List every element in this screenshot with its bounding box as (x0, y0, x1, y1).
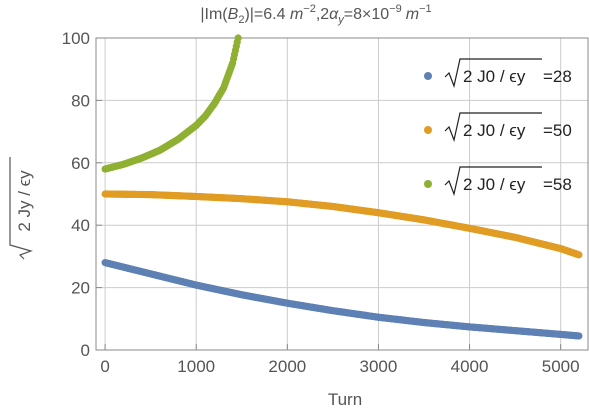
series-2 (101, 190, 583, 259)
y-tick-label: 80 (71, 91, 90, 110)
legend-value: =50 (543, 121, 572, 140)
x-tick-label: 2000 (268, 357, 306, 376)
series-3 (101, 34, 242, 173)
y-axis-sqrt-icon (9, 157, 33, 260)
legend-marker (424, 126, 432, 134)
legend-sqrt-icon (444, 58, 542, 89)
data-point (575, 332, 583, 340)
plot-frame (95, 37, 589, 351)
legend-value: =58 (543, 175, 572, 194)
data-point (575, 251, 583, 259)
legend-label: 2 J0 / ϵy (463, 67, 526, 86)
plot-series (101, 34, 583, 340)
y-axis-title-text: 2 Jy / ϵy (15, 170, 34, 232)
y-tick-label: 100 (62, 29, 90, 48)
series-1 (101, 259, 583, 340)
legend: 2 J0 / ϵy =28 2 J0 / ϵy =50 2 J0 / ϵy =58 (424, 58, 572, 197)
legend-sqrt-icon (444, 112, 542, 143)
legend-label: 2 J0 / ϵy (463, 121, 526, 140)
legend-marker (424, 72, 432, 80)
y-tick-label: 20 (71, 279, 90, 298)
legend-label: 2 J0 / ϵy (463, 175, 526, 194)
legend-entry-3: 2 J0 / ϵy =58 (424, 166, 572, 197)
legend-value: =28 (543, 67, 572, 86)
data-point (234, 34, 242, 42)
x-tick-label: 0 (100, 357, 109, 376)
x-tick-label: 5000 (542, 357, 580, 376)
axes: 0 1000 2000 3000 4000 5000 0 20 40 60 80 100 (62, 29, 589, 376)
legend-marker (424, 180, 432, 188)
chart-title: |Im(B2)|=6.4 m−2,2αy=8×10−9 m−1 (200, 3, 431, 26)
y-axis-title: 2 Jy / ϵy (9, 157, 34, 260)
y-tick-label: 40 (71, 216, 90, 235)
x-tick-label: 3000 (360, 357, 398, 376)
x-axis-title: Turn (328, 390, 362, 409)
x-tick-label: 4000 (451, 357, 489, 376)
legend-entry-2: 2 J0 / ϵy =50 (424, 112, 572, 143)
x-tick-label: 1000 (177, 357, 215, 376)
legend-sqrt-icon (444, 166, 542, 197)
legend-entry-1: 2 J0 / ϵy =28 (424, 58, 572, 89)
y-tick-label: 60 (71, 154, 90, 173)
y-tick-label: 0 (81, 341, 90, 360)
